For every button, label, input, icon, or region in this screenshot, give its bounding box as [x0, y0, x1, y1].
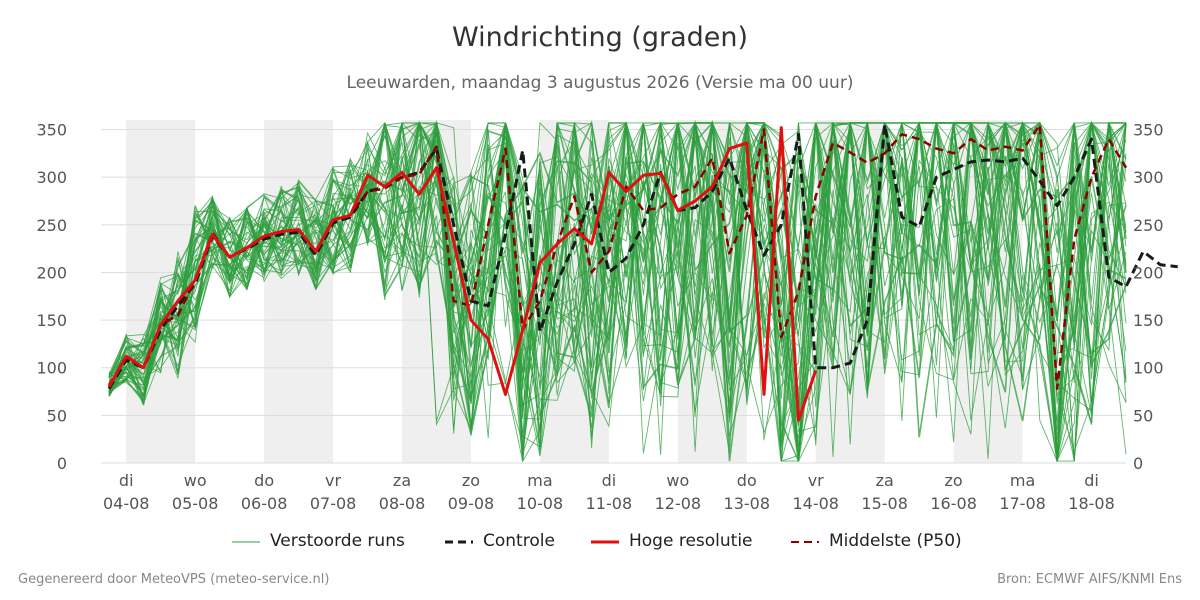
x-tick-day: vr	[808, 471, 824, 490]
y-tick-label: 350	[36, 121, 67, 140]
x-tick-date: 07-08	[310, 494, 357, 513]
x-tick-day: za	[393, 471, 411, 490]
x-tick-date: 11-08	[586, 494, 633, 513]
y-tick-label: 350	[1133, 121, 1164, 140]
ensemble-member-line	[108, 121, 1127, 452]
x-tick-date: 04-08	[103, 494, 150, 513]
x-tick-date: 09-08	[448, 494, 495, 513]
x-tick-day: di	[602, 471, 617, 490]
y-axis-right: 0 50 100 150 200 250 300 350	[1133, 121, 1164, 473]
day-band-06-08	[264, 120, 334, 463]
legend-swatch-median	[791, 541, 819, 543]
ensemble-member-line	[108, 121, 1127, 462]
y-tick-label: 250	[36, 216, 67, 235]
x-tick-day: ma	[527, 471, 552, 490]
legend-label-members: Verstoorde runs	[270, 531, 405, 551]
ensemble-member-line	[108, 121, 1127, 459]
x-tick-date: 15-08	[861, 494, 908, 513]
x-tick-day: di	[119, 471, 134, 490]
chart-title: Windrichting (graden)	[451, 22, 749, 53]
footer-credit: Gegenereerd door MeteoVPS (meteo-service…	[18, 572, 330, 587]
y-axis-left: 0 50 100 150 200 250 300 350	[36, 121, 67, 473]
x-tick-day: vr	[325, 471, 341, 490]
legend-label-hires: Hoge resolutie	[629, 531, 753, 551]
y-tick-label: 0	[57, 454, 67, 473]
main-series	[107, 123, 1178, 422]
y-tick-label: 50	[47, 406, 67, 425]
x-tick-date: 16-08	[930, 494, 977, 513]
x-tick-day: di	[1084, 471, 1099, 490]
x-tick-day: za	[876, 471, 894, 490]
x-axis: di 04-08 wo 05-08 do 06-08 vr 07-08 za 08-08 zo 09-…	[103, 471, 1115, 513]
x-tick-date: 08-08	[379, 494, 426, 513]
legend-swatch-members	[232, 541, 260, 543]
ensemble-member-line	[108, 122, 1126, 463]
x-tick-day: do	[737, 471, 757, 490]
footer-source: Bron: ECMWF AIFS/KNMI Ens	[997, 572, 1182, 587]
series-line-hires	[107, 126, 818, 422]
x-tick-date: 17-08	[999, 494, 1046, 513]
y-tick-label: 50	[1133, 406, 1153, 425]
y-tick-label: 300	[36, 168, 67, 187]
x-tick-day: zo	[945, 471, 963, 490]
y-tick-label: 0	[1133, 454, 1143, 473]
legend: Verstoorde runs Controle Hoge resolutie …	[0, 530, 1200, 554]
y-tick-label: 150	[36, 311, 67, 330]
x-tick-day: wo	[184, 471, 207, 490]
x-tick-day: ma	[1010, 471, 1035, 490]
x-tick-date: 14-08	[792, 494, 839, 513]
legend-label-control: Controle	[483, 531, 555, 551]
x-tick-date: 10-08	[517, 494, 564, 513]
x-tick-day: do	[254, 471, 274, 490]
legend-swatch-control	[445, 540, 473, 544]
ensemble-member-line	[108, 120, 1127, 462]
ensemble-members	[108, 119, 1127, 463]
chart-subtitle: Leeuwarden, maandag 3 augustus 2026 (Ver…	[346, 73, 854, 93]
series-line-control	[107, 123, 1178, 390]
x-tick-date: 13-08	[724, 494, 771, 513]
x-tick-date: 06-08	[241, 494, 288, 513]
x-tick-day: wo	[666, 471, 689, 490]
x-tick-date: 05-08	[172, 494, 219, 513]
x-tick-date: 12-08	[655, 494, 702, 513]
y-tick-label: 150	[1133, 311, 1164, 330]
y-tick-label: 200	[36, 263, 67, 282]
y-tick-label: 250	[1133, 216, 1164, 235]
y-tick-label: 100	[1133, 359, 1164, 378]
y-tick-label: 200	[1133, 263, 1164, 282]
x-tick-day: zo	[462, 471, 480, 490]
legend-label-median: Middelste (P50)	[829, 531, 962, 551]
y-tick-label: 100	[36, 359, 67, 378]
ensemble-member-line	[108, 122, 1127, 412]
y-tick-label: 300	[1133, 168, 1164, 187]
ensemble-member-line	[108, 122, 1127, 462]
legend-swatch-hires	[591, 540, 619, 544]
x-tick-date: 18-08	[1068, 494, 1115, 513]
